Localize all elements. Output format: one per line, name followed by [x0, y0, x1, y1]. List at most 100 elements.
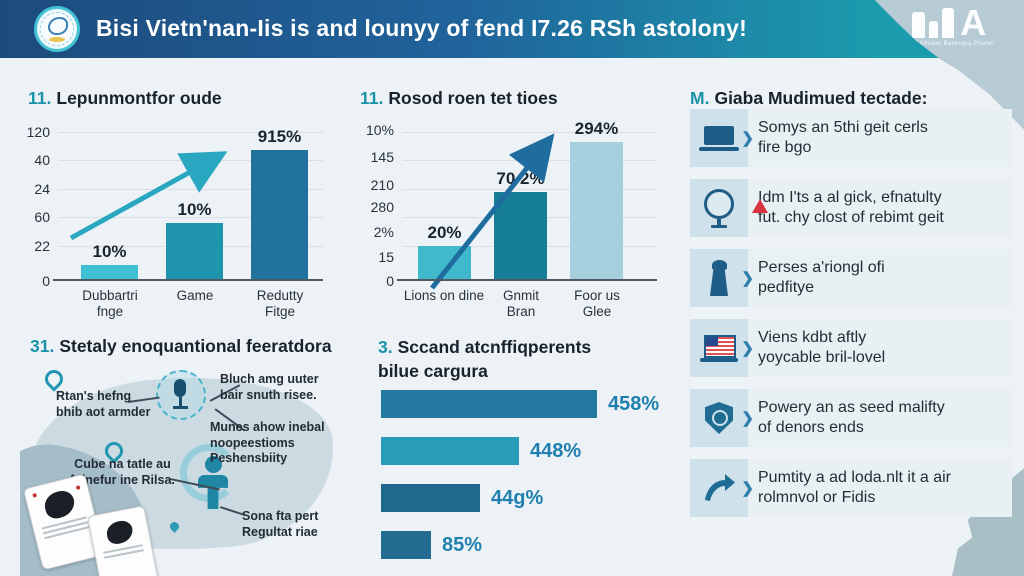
y-tick: 10%	[365, 122, 394, 138]
curved-arrow-icon: ❯	[690, 459, 754, 517]
microphone-stem	[179, 397, 182, 406]
y-tick: 60	[34, 209, 50, 225]
hbar-row: 44g%	[381, 484, 543, 512]
section-number: M.	[690, 88, 710, 108]
bar	[166, 223, 223, 279]
hbar-row: 85%	[381, 531, 482, 559]
bar-value-label: 10%	[92, 242, 127, 261]
card-photo	[104, 519, 135, 546]
logo-letter: A	[960, 2, 987, 44]
bar-value-label: 448%	[530, 439, 582, 462]
building-icon	[912, 12, 926, 38]
shield-icon: ❯	[690, 389, 754, 447]
microphone-base	[173, 406, 188, 409]
y-tick: 22	[34, 238, 50, 254]
y-tick: 120	[26, 124, 50, 140]
bar-group: 294%	[570, 119, 623, 279]
building-icon	[942, 8, 955, 38]
bar-value-label: 10%	[177, 200, 212, 219]
chevron-right-icon: ❯	[741, 130, 754, 147]
y-tick: 0	[386, 273, 394, 289]
chevron-right-icon: ❯	[741, 410, 754, 427]
chart2-plot-area: 10% 145 210 280 2% 15 0 20% 70 2% 294%	[366, 119, 657, 319]
list-item-text-box: Perses a'riongl ofi pedfitye	[748, 249, 1012, 307]
bar	[381, 437, 519, 465]
building-icon	[929, 21, 939, 38]
section-chart-3: 3. Sccand atcnffiqperents bilue cargura 4…	[378, 336, 678, 576]
flag-laptop-icon: ❯	[690, 319, 754, 377]
bar-value-label: 85%	[442, 533, 483, 556]
section-list: M. Giaba Mudimued tectade: ❯ Somys an 5th…	[690, 88, 1012, 529]
section-title: M. Giaba Mudimued tectade:	[690, 88, 928, 108]
x-category-label: Gnmit Bran	[502, 288, 539, 320]
y-tick: 280	[370, 199, 394, 215]
logo-caption: M Atlsawt Batwugsj-Pfadwi	[912, 41, 994, 47]
y-tick: 0	[42, 273, 50, 289]
podium-icon: ❯	[690, 249, 754, 307]
bar	[81, 265, 138, 279]
buildings-logo-marks: A	[912, 2, 994, 44]
x-category-label: Dubbartri fnge	[82, 288, 138, 320]
curved-arrow-glyph	[705, 474, 735, 501]
page-title: Bisi Vietn'nan-Iis is and lounyy of fend…	[96, 15, 747, 41]
buildings-logo: A M Atlsawt Batwugsj-Pfadwi	[912, 2, 994, 47]
section-number: 3.	[378, 337, 393, 357]
map-callout: Bluch amg uuter bair snuth risee.	[220, 372, 319, 402]
gridline	[402, 189, 657, 190]
alert-warning-icon	[752, 199, 768, 213]
x-category-label: Redutty Fitge	[256, 288, 304, 320]
list-item-text: Powery an as seed malifty of denors ends	[758, 398, 945, 436]
x-axis-line	[397, 279, 657, 281]
list-item-text: Somys an 5thi geit cerls fire bgo	[758, 118, 928, 156]
list-item: ❯ Perses a'riongl ofi pedfitye	[690, 249, 1012, 307]
x-axis-line	[53, 279, 323, 281]
gridline	[402, 132, 657, 133]
bar-value-label: 915%	[257, 127, 302, 146]
bar-value-label: 458%	[608, 392, 660, 415]
trend-arrow-icon	[430, 133, 555, 290]
list-item-text-box: Idm I'ts a al gick, efnatulty fut. chy c…	[748, 179, 1012, 237]
section-title: 11. Rosod roen tet tioes	[360, 88, 558, 108]
list-item-text: Idm I'ts a al gick, efnatulty fut. chy c…	[758, 188, 944, 226]
person-globe-icon	[180, 444, 238, 518]
header-banner: Bisi Vietn'nan-Iis is and lounyy of fend…	[0, 0, 1024, 58]
list-item-text-box: Pumtity a ad loda.nlt it a air rolmnvol …	[748, 459, 1012, 517]
chevron-right-icon: ❯	[741, 270, 754, 287]
y-tick: 40	[34, 152, 50, 168]
globe-stand-icon	[690, 179, 768, 237]
seal-emblem-icon	[48, 17, 68, 35]
bar	[251, 150, 308, 279]
flag-glyph	[700, 334, 738, 362]
microphone-body	[174, 379, 186, 397]
section-title: 31. Stetaly enoquantional feeratdora	[30, 336, 332, 356]
section-number: 31.	[30, 336, 55, 356]
gridline	[58, 217, 323, 218]
bar-value-label: 20%	[427, 223, 462, 242]
gridline	[58, 132, 323, 133]
list-item-text-box: Viens kdbt aftly yoycable bril-lovel	[748, 319, 1012, 377]
red-dot	[32, 492, 38, 498]
bar	[381, 390, 597, 418]
list-item: ❯ Powery an as seed malifty of denors en…	[690, 389, 1012, 447]
section-title: 3. Sccand atcnffiqperents bilue cargura	[378, 337, 592, 381]
section-number: 11.	[360, 88, 384, 108]
list-item-text: Pumtity a ad loda.nlt it a air rolmnvol …	[758, 468, 951, 506]
shield-glyph	[705, 402, 733, 434]
y-tick: 210	[370, 177, 394, 193]
person-head	[205, 456, 222, 473]
org-seal-logo	[34, 6, 80, 52]
bar	[381, 531, 431, 559]
map-callout: Munes ahow inebal noopeestioms Peshensbi…	[210, 420, 325, 466]
bar	[570, 142, 623, 279]
microphone-marker-icon	[156, 370, 206, 420]
chevron-right-icon: ❯	[741, 340, 754, 357]
map-callout: Cube na tatle au foinefur ine Rilsa.	[70, 457, 175, 487]
laptop-icon: ❯	[690, 109, 754, 167]
bar	[494, 192, 547, 279]
bar-value-label: 44g%	[491, 486, 544, 509]
map-callout: Rtan's hefng bhib aot armder	[56, 389, 151, 419]
list-item-text-box: Somys an 5thi geit cerls fire bgo	[748, 109, 1012, 167]
y-tick: 2%	[373, 224, 394, 240]
list-item-text: Perses a'riongl ofi pedfitye	[758, 258, 885, 296]
